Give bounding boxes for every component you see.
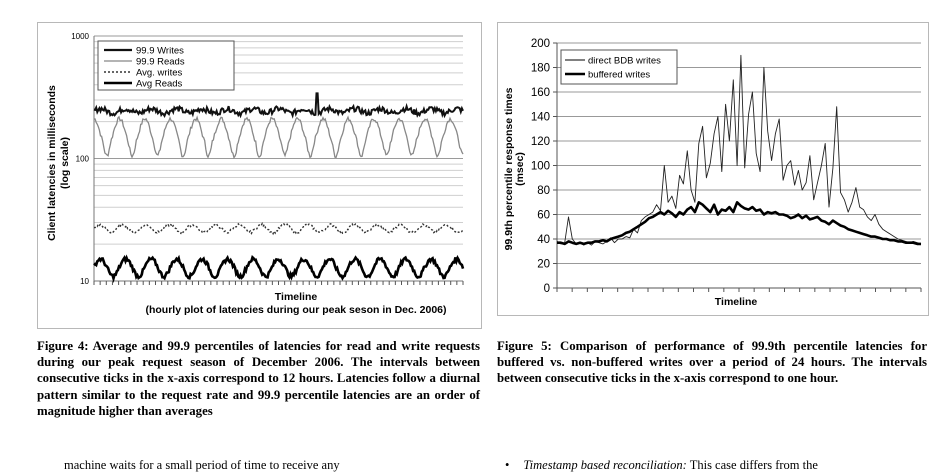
figure-5-ylabel-unit: (msec) bbox=[514, 152, 526, 186]
body-text-right: • Timestamp based reconciliation: This ca… bbox=[505, 458, 935, 473]
y-tick-label: 80 bbox=[537, 185, 550, 197]
body-term: Timestamp based reconciliation: bbox=[523, 458, 687, 472]
y-tick-label: 60 bbox=[537, 210, 550, 222]
figure-4-chart: 1000 100 10 99.9 Writes 99.9 Reads Avg. writ… bbox=[37, 22, 482, 329]
y-tick-label: 1000 bbox=[71, 32, 89, 41]
y-tick-label: 180 bbox=[531, 63, 550, 75]
figure-4-xlabel: Timeline bbox=[275, 291, 318, 303]
figure-4-ylabel: Client latencies in milliseconds bbox=[46, 85, 58, 241]
series-line-99-9-reads bbox=[93, 115, 464, 160]
y-tick-label: 10 bbox=[80, 277, 89, 286]
y-tick-label: 0 bbox=[544, 283, 550, 295]
series-line-99-9-writes bbox=[93, 92, 464, 119]
y-tick-label: 100 bbox=[531, 161, 550, 173]
body-text-left: machine waits for a small period of time… bbox=[64, 458, 340, 472]
figure-5-svg: 0 20 40 60 80 100 120 140 160 180 200 direct BDB w… bbox=[503, 38, 922, 308]
figure-4-caption: Figure 4: Average and 99.9 percentiles o… bbox=[37, 339, 480, 418]
body-text-rest: This case differs from the bbox=[686, 458, 818, 472]
series-line-avg-writes bbox=[94, 222, 464, 236]
y-tick-label: 140 bbox=[531, 112, 550, 124]
bullet-glyph: • bbox=[505, 458, 510, 472]
legend-label: direct BDB writes bbox=[588, 56, 661, 67]
y-tick-label: 100 bbox=[76, 155, 90, 164]
y-tick-label: 160 bbox=[531, 87, 550, 99]
series-line-direct-bdb-writes bbox=[556, 54, 922, 246]
legend-box bbox=[560, 49, 678, 85]
legend-label: 99.9 Writes bbox=[136, 46, 184, 57]
y-tick-label: 120 bbox=[531, 136, 550, 148]
legend-label: Avg Reads bbox=[136, 79, 183, 90]
figure-4-xlabel-sub: (hourly plot of latencies during our pea… bbox=[145, 304, 446, 316]
legend-label: buffered writes bbox=[588, 70, 650, 81]
legend-label: 99.9 Reads bbox=[136, 57, 185, 68]
y-tick-label: 40 bbox=[537, 234, 550, 246]
figure-4-ylabel-scale: (log scale) bbox=[59, 137, 71, 189]
figure-5-chart: 0 20 40 60 80 100 120 140 160 180 200 direct BDB w… bbox=[497, 22, 929, 316]
figure-5-caption: Figure 5: Comparison of performance of 9… bbox=[497, 339, 927, 386]
figure-5-xlabel: Timeline bbox=[715, 296, 758, 308]
legend-label: Avg. writes bbox=[136, 68, 183, 79]
y-tick-label: 200 bbox=[531, 38, 550, 50]
series-line-buffered-writes bbox=[557, 201, 921, 246]
figure-5-ylabel: 99.9th percentile response times bbox=[503, 87, 515, 250]
series-line-avg-reads bbox=[93, 254, 465, 284]
y-tick-label: 20 bbox=[537, 259, 550, 271]
